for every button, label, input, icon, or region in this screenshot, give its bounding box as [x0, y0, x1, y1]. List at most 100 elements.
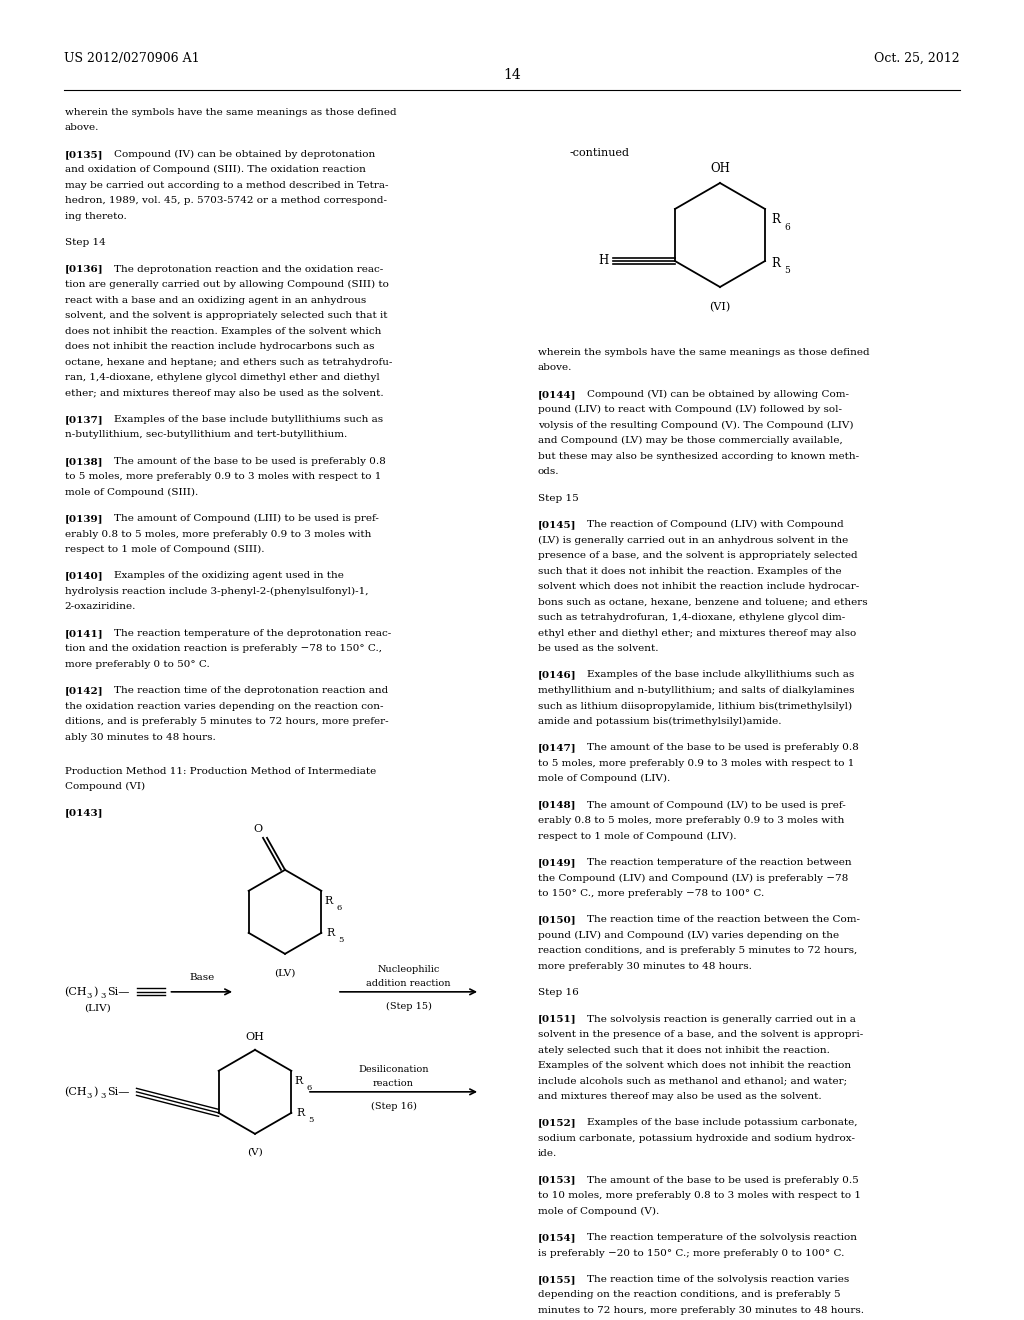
Text: the oxidation reaction varies depending on the reaction con-: the oxidation reaction varies depending … [65, 702, 383, 710]
Text: and oxidation of Compound (SIII). The oxidation reaction: and oxidation of Compound (SIII). The ox… [65, 165, 366, 174]
Text: more preferably 0 to 50° C.: more preferably 0 to 50° C. [65, 660, 209, 669]
Text: The reaction of Compound (LIV) with Compound: The reaction of Compound (LIV) with Comp… [587, 520, 844, 529]
Text: ethyl ether and diethyl ether; and mixtures thereof may also: ethyl ether and diethyl ether; and mixtu… [538, 628, 856, 638]
Text: The reaction temperature of the reaction between: The reaction temperature of the reaction… [587, 858, 851, 867]
Text: (Step 16): (Step 16) [371, 1102, 417, 1111]
Text: [0147]: [0147] [538, 743, 577, 752]
Text: ing thereto.: ing thereto. [65, 211, 126, 220]
Text: amide and potassium bis(trimethylsilyl)amide.: amide and potassium bis(trimethylsilyl)a… [538, 717, 781, 726]
Text: wherein the symbols have the same meanings as those defined: wherein the symbols have the same meanin… [65, 108, 396, 117]
Text: OH: OH [246, 1032, 264, 1041]
Text: respect to 1 mole of Compound (SIII).: respect to 1 mole of Compound (SIII). [65, 545, 264, 554]
Text: [0146]: [0146] [538, 671, 577, 680]
Text: [0150]: [0150] [538, 915, 577, 924]
Text: [0148]: [0148] [538, 801, 577, 809]
Text: (V): (V) [247, 1148, 263, 1156]
Text: volysis of the resulting Compound (V). The Compound (LIV): volysis of the resulting Compound (V). T… [538, 421, 853, 430]
Text: 3: 3 [100, 1092, 105, 1100]
Text: 3: 3 [100, 991, 105, 999]
Text: more preferably 30 minutes to 48 hours.: more preferably 30 minutes to 48 hours. [538, 962, 752, 970]
Text: does not inhibit the reaction include hydrocarbons such as: does not inhibit the reaction include hy… [65, 342, 374, 351]
Text: pound (LIV) and Compound (LV) varies depending on the: pound (LIV) and Compound (LV) varies dep… [538, 931, 839, 940]
Text: [0144]: [0144] [538, 389, 577, 399]
Text: [0151]: [0151] [538, 1015, 577, 1023]
Text: -continued: -continued [570, 148, 630, 158]
Text: The amount of the base to be used is preferably 0.5: The amount of the base to be used is pre… [587, 1176, 858, 1185]
Text: R: R [294, 1076, 303, 1086]
Text: R: R [771, 257, 780, 271]
Text: pound (LIV) to react with Compound (LV) followed by sol-: pound (LIV) to react with Compound (LV) … [538, 405, 842, 414]
Text: The amount of the base to be used is preferably 0.8: The amount of the base to be used is pre… [587, 743, 858, 752]
Text: depending on the reaction conditions, and is preferably 5: depending on the reaction conditions, an… [538, 1291, 841, 1299]
Text: [0137]: [0137] [65, 414, 103, 424]
Text: (LV) is generally carried out in an anhydrous solvent in the: (LV) is generally carried out in an anhy… [538, 536, 848, 545]
Text: bons such as octane, hexane, benzene and toluene; and ethers: bons such as octane, hexane, benzene and… [538, 598, 867, 607]
Text: Examples of the oxidizing agent used in the: Examples of the oxidizing agent used in … [114, 572, 343, 581]
Text: [0145]: [0145] [538, 520, 577, 529]
Text: (LIV): (LIV) [85, 1003, 112, 1012]
Text: is preferably −20 to 150° C.; more preferably 0 to 100° C.: is preferably −20 to 150° C.; more prefe… [538, 1249, 844, 1258]
Text: [0153]: [0153] [538, 1176, 577, 1185]
Text: may be carried out according to a method described in Tetra-: may be carried out according to a method… [65, 181, 388, 190]
Text: Examples of the base include potassium carbonate,: Examples of the base include potassium c… [587, 1118, 857, 1127]
Text: (Step 15): (Step 15) [386, 1002, 431, 1011]
Text: [0155]: [0155] [538, 1275, 577, 1284]
Text: solvent, and the solvent is appropriately selected such that it: solvent, and the solvent is appropriatel… [65, 312, 387, 319]
Text: [0142]: [0142] [65, 686, 103, 696]
Text: presence of a base, and the solvent is appropriately selected: presence of a base, and the solvent is a… [538, 550, 857, 560]
Text: such as lithium diisopropylamide, lithium bis(trimethylsilyl): such as lithium diisopropylamide, lithiu… [538, 701, 852, 710]
Text: ether; and mixtures thereof may also be used as the solvent.: ether; and mixtures thereof may also be … [65, 388, 383, 397]
Text: Step 15: Step 15 [538, 494, 579, 503]
Text: The amount of Compound (LIII) to be used is pref-: The amount of Compound (LIII) to be used… [114, 513, 379, 523]
Text: Examples of the base include butyllithiums such as: Examples of the base include butyllithiu… [114, 414, 383, 424]
Text: Compound (IV) can be obtained by deprotonation: Compound (IV) can be obtained by deproto… [114, 150, 375, 158]
Text: The reaction time of the reaction between the Com-: The reaction time of the reaction betwee… [587, 915, 859, 924]
Text: 6: 6 [336, 904, 342, 912]
Text: reaction conditions, and is preferably 5 minutes to 72 hours,: reaction conditions, and is preferably 5… [538, 946, 857, 956]
Text: ods.: ods. [538, 467, 559, 477]
Text: hydrolysis reaction include 3-phenyl-2-(phenylsulfonyl)-1,: hydrolysis reaction include 3-phenyl-2-(… [65, 587, 368, 597]
Text: R: R [325, 896, 333, 906]
Text: H: H [599, 255, 609, 268]
Text: Compound (VI) can be obtained by allowing Com-: Compound (VI) can be obtained by allowin… [587, 389, 849, 399]
Text: [0135]: [0135] [65, 150, 103, 158]
Text: Oct. 25, 2012: Oct. 25, 2012 [874, 51, 961, 65]
Text: react with a base and an oxidizing agent in an anhydrous: react with a base and an oxidizing agent… [65, 296, 366, 305]
Text: wherein the symbols have the same meanings as those defined: wherein the symbols have the same meanin… [538, 348, 869, 356]
Text: sodium carbonate, potassium hydroxide and sodium hydrox-: sodium carbonate, potassium hydroxide an… [538, 1134, 855, 1143]
Text: US 2012/0270906 A1: US 2012/0270906 A1 [63, 51, 200, 65]
Text: tion are generally carried out by allowing Compound (SIII) to: tion are generally carried out by allowi… [65, 280, 388, 289]
Text: reaction: reaction [373, 1078, 414, 1088]
Text: (LV): (LV) [274, 969, 296, 978]
Text: [0139]: [0139] [65, 513, 103, 523]
Text: Si—: Si— [108, 1086, 130, 1097]
Text: such that it does not inhibit the reaction. Examples of the: such that it does not inhibit the reacti… [538, 566, 842, 576]
Text: ): ) [93, 1086, 98, 1097]
Text: Si—: Si— [108, 987, 130, 997]
Text: to 5 moles, more preferably 0.9 to 3 moles with respect to 1: to 5 moles, more preferably 0.9 to 3 mol… [65, 473, 381, 482]
Text: to 10 moles, more preferably 0.8 to 3 moles with respect to 1: to 10 moles, more preferably 0.8 to 3 mo… [538, 1191, 860, 1200]
Text: (CH: (CH [65, 986, 87, 997]
Text: 2-oxaziridine.: 2-oxaziridine. [65, 602, 136, 611]
Text: R: R [296, 1107, 304, 1118]
Text: Nucleophilic: Nucleophilic [377, 965, 439, 974]
Text: erably 0.8 to 5 moles, more preferably 0.9 to 3 moles with: erably 0.8 to 5 moles, more preferably 0… [65, 529, 371, 539]
Text: 5: 5 [308, 1115, 313, 1123]
Text: does not inhibit the reaction. Examples of the solvent which: does not inhibit the reaction. Examples … [65, 326, 381, 335]
Text: 3: 3 [86, 991, 92, 999]
Text: and Compound (LV) may be those commercially available,: and Compound (LV) may be those commercia… [538, 437, 843, 445]
Text: Step 16: Step 16 [538, 989, 579, 997]
Text: mole of Compound (SIII).: mole of Compound (SIII). [65, 488, 198, 496]
Text: to 150° C., more preferably −78 to 100° C.: to 150° C., more preferably −78 to 100° … [538, 888, 764, 898]
Text: The reaction time of the deprotonation reaction and: The reaction time of the deprotonation r… [114, 686, 388, 696]
Text: OH: OH [710, 162, 730, 176]
Text: ): ) [93, 986, 98, 997]
Text: such as tetrahydrofuran, 1,4-dioxane, ethylene glycol dim-: such as tetrahydrofuran, 1,4-dioxane, et… [538, 612, 845, 622]
Text: solvent in the presence of a base, and the solvent is appropri-: solvent in the presence of a base, and t… [538, 1030, 863, 1039]
Text: Compound (VI): Compound (VI) [65, 783, 144, 792]
Text: tion and the oxidation reaction is preferably −78 to 150° C.,: tion and the oxidation reaction is prefe… [65, 644, 382, 653]
Text: The reaction temperature of the deprotonation reac-: The reaction temperature of the deproton… [114, 628, 391, 638]
Text: [0136]: [0136] [65, 264, 103, 273]
Text: 5: 5 [784, 267, 790, 275]
Text: Base: Base [189, 973, 214, 982]
